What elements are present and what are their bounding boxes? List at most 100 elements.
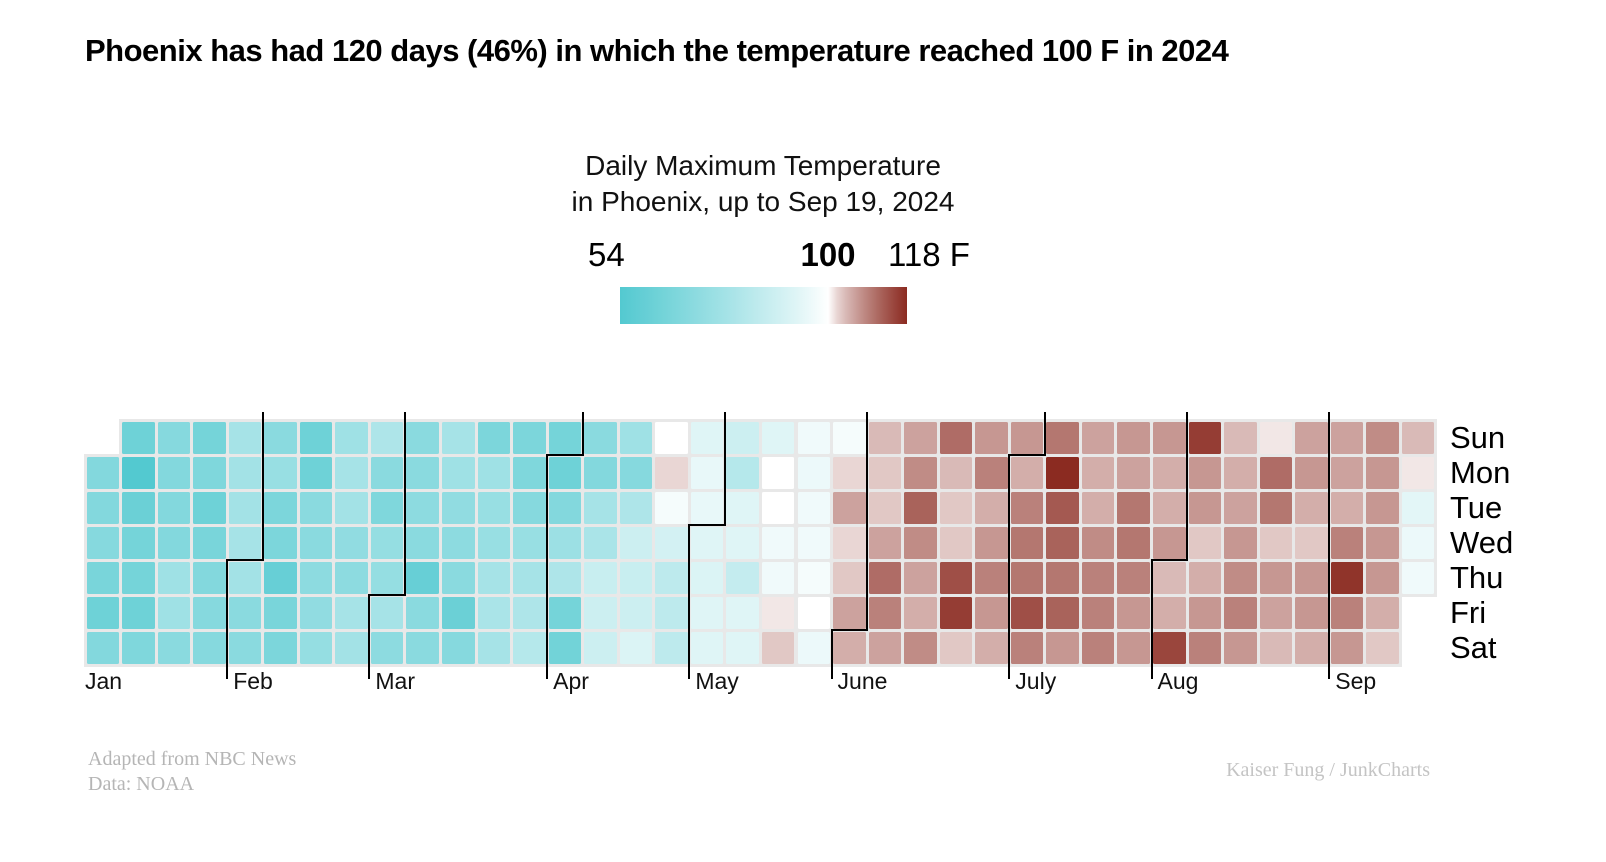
day-cell	[584, 526, 617, 559]
day-cell	[619, 491, 653, 524]
day-cell	[1117, 526, 1150, 559]
day-cell	[690, 526, 724, 559]
month-boundary-line	[403, 412, 406, 595]
day-cell	[1401, 421, 1435, 454]
day-cell	[335, 526, 368, 559]
month-boundary-line	[546, 454, 584, 456]
month-tick	[1150, 665, 1153, 679]
day-cell	[904, 631, 937, 664]
day-cell	[477, 456, 511, 489]
day-cell	[797, 421, 831, 454]
month-boundary-line	[1328, 412, 1331, 665]
month-tick	[688, 665, 691, 679]
day-cell	[442, 526, 475, 559]
day-cell	[619, 561, 653, 594]
day-cell	[1117, 596, 1150, 629]
footer-source: Adapted from NBC News Data: NOAA	[88, 747, 296, 797]
day-cell	[939, 526, 973, 559]
day-cell	[193, 421, 226, 454]
day-cell	[939, 561, 973, 594]
day-cell	[122, 631, 155, 664]
day-cell	[1188, 561, 1222, 594]
month-tick	[830, 665, 833, 679]
day-cell	[690, 631, 724, 664]
day-cell	[193, 526, 226, 559]
day-cell	[299, 456, 333, 489]
day-cell	[1010, 526, 1044, 559]
month-tick	[546, 665, 549, 679]
day-cell	[1010, 456, 1044, 489]
day-cell	[1224, 526, 1257, 559]
day-cell	[584, 491, 617, 524]
day-cell	[1330, 421, 1364, 454]
day-cell	[370, 491, 404, 524]
day-cell	[726, 631, 759, 664]
month-boundary-line	[368, 594, 406, 596]
day-cell	[228, 561, 262, 594]
day-cell	[122, 456, 155, 489]
day-cell	[868, 456, 902, 489]
day-cell	[726, 596, 759, 629]
day-cell	[1117, 456, 1150, 489]
day-cell	[513, 491, 546, 524]
day-cell	[264, 561, 297, 594]
month-tick	[1008, 665, 1011, 679]
day-cell	[86, 596, 120, 629]
day-cell	[833, 456, 866, 489]
day-cell	[833, 491, 866, 524]
day-cell	[868, 561, 902, 594]
day-cell	[193, 596, 226, 629]
day-cell	[904, 596, 937, 629]
day-cell	[442, 456, 475, 489]
month-boundary-line	[723, 412, 726, 525]
day-cell	[1366, 526, 1399, 559]
day-cell	[1295, 561, 1328, 594]
day-cell	[442, 561, 475, 594]
day-cell	[299, 526, 333, 559]
day-cell	[975, 561, 1008, 594]
day-cell	[690, 561, 724, 594]
day-cell	[833, 526, 866, 559]
month-label-jan: Jan	[85, 668, 123, 694]
day-cell	[335, 631, 368, 664]
day-cell	[975, 421, 1008, 454]
day-cell	[726, 561, 759, 594]
day-cell	[1224, 596, 1257, 629]
day-cell	[1046, 596, 1079, 629]
day-cell	[86, 526, 120, 559]
legend-max-label: 118 F	[888, 236, 970, 273]
day-cell	[406, 596, 439, 629]
day-cell	[1081, 561, 1115, 594]
day-cell	[1366, 596, 1399, 629]
day-cell	[975, 491, 1008, 524]
day-cell	[726, 491, 759, 524]
month-label-june: June	[837, 668, 888, 694]
day-cell	[193, 456, 226, 489]
day-cell	[761, 596, 795, 629]
day-cell	[1401, 561, 1435, 594]
day-cell	[370, 456, 404, 489]
day-cell	[157, 526, 191, 559]
day-cell	[1046, 456, 1079, 489]
legend-title-line2: in Phoenix, up to Sep 19, 2024	[571, 186, 955, 217]
day-cell	[833, 421, 866, 454]
day-cell	[264, 631, 297, 664]
day-cell	[797, 561, 831, 594]
day-cell	[442, 596, 475, 629]
day-cell	[1081, 631, 1115, 664]
day-cell	[797, 596, 831, 629]
day-cell	[1046, 421, 1079, 454]
day-cell	[655, 421, 688, 454]
day-cell	[228, 596, 262, 629]
day-cell	[1153, 631, 1186, 664]
day-cell	[619, 456, 653, 489]
day-cell	[1153, 491, 1186, 524]
day-cell	[1330, 526, 1364, 559]
day-cell	[726, 456, 759, 489]
day-cell	[228, 526, 262, 559]
day-cell	[690, 421, 724, 454]
day-cell	[1401, 491, 1435, 524]
day-cell	[264, 526, 297, 559]
day-cell	[513, 596, 546, 629]
day-cell	[122, 526, 155, 559]
